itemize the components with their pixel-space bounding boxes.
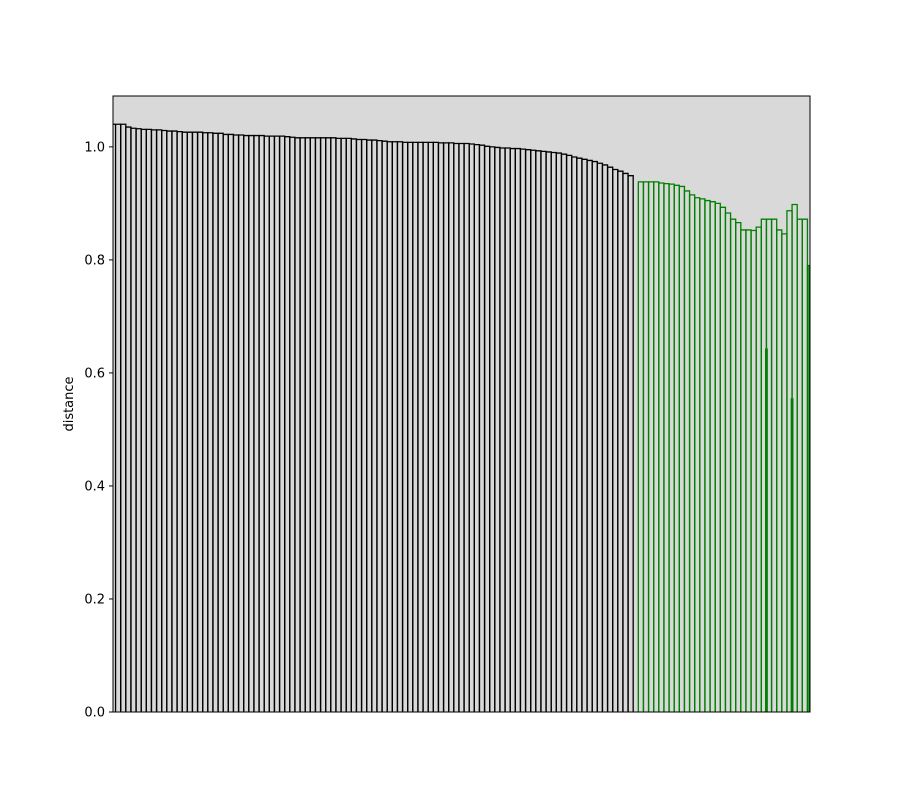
y-tick-label: 1.0 — [84, 140, 105, 155]
dendrogram-link-green — [806, 264, 810, 712]
y-tick-label: 0.2 — [84, 592, 105, 607]
y-axis: 0.0 0.2 0.4 0.6 0.8 1.0 — [84, 140, 113, 721]
y-tick-label: 0.4 — [84, 479, 105, 494]
dendrogram-links — [113, 123, 810, 712]
y-tick-label: 0.8 — [84, 253, 105, 268]
dendrogram-link-black — [627, 175, 634, 712]
plot-background — [113, 96, 810, 712]
y-axis-label: distance — [62, 376, 77, 431]
dendrogram-link-green-sub — [765, 348, 768, 712]
y-tick-label: 0.0 — [84, 706, 105, 721]
y-tick-label: 0.6 — [84, 366, 105, 381]
plot-frame — [112, 95, 811, 713]
dendrogram-link-green-sub — [790, 398, 794, 712]
